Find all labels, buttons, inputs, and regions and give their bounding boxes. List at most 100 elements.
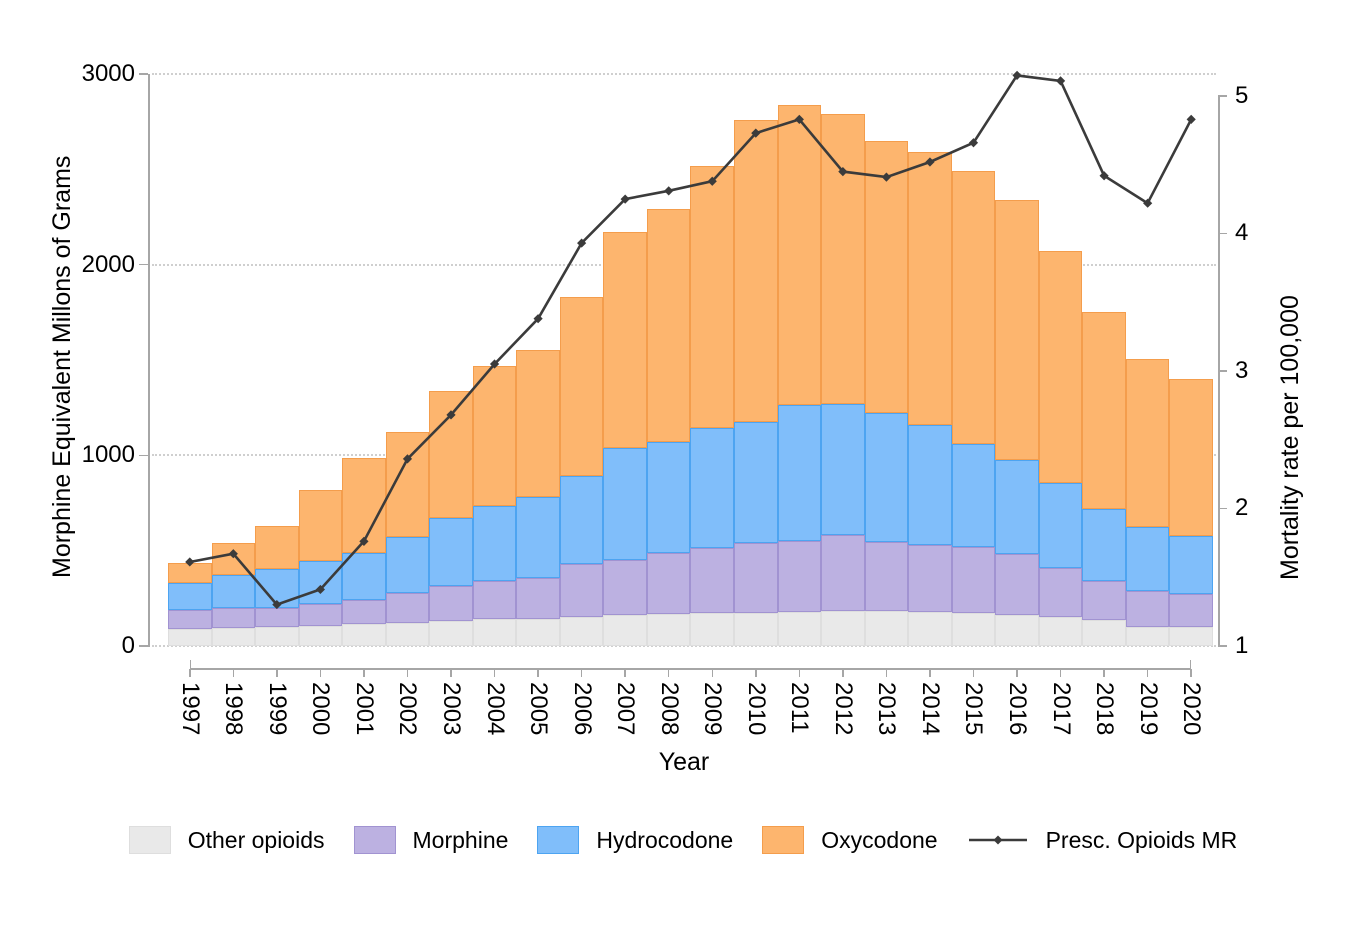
left-axis-tick-2000 xyxy=(139,263,148,266)
x-axis-tick-label-1999: 1999 xyxy=(263,682,291,736)
x-axis-tick-2009 xyxy=(711,669,713,677)
bar-segment-other-opioids-2001 xyxy=(342,624,386,646)
mortality-marker-2015 xyxy=(968,138,979,148)
x-axis-tick-2007 xyxy=(624,669,626,677)
bar-segment-oxycodone-1999 xyxy=(255,525,299,570)
mortality-marker-2009 xyxy=(707,176,717,186)
mortality-line-svg xyxy=(185,70,1196,610)
mortality-marker-2017 xyxy=(1055,76,1066,86)
x-axis-tick-label-2004: 2004 xyxy=(481,682,509,736)
right-axis-tick-label-1: 1 xyxy=(1235,631,1249,659)
legend-item-presc-opioids-mr: Presc. Opioids MR xyxy=(967,827,1237,854)
x-axis-tick-2018 xyxy=(1103,669,1105,677)
left-axis-tick-label-1000: 1000 xyxy=(81,441,135,469)
bar-segment-morphine-2007 xyxy=(603,560,647,615)
legend-item-oxycodone: Oxycodone xyxy=(762,826,938,854)
bar-segment-hydrocodone-1997 xyxy=(168,583,212,610)
bar-segment-other-opioids-2019 xyxy=(1125,626,1170,646)
x-axis-tick-label-2018: 2018 xyxy=(1091,682,1119,736)
x-axis-tick-2003 xyxy=(450,669,452,677)
right-axis-tick-label-2: 2 xyxy=(1235,494,1249,522)
mortality-marker-2004 xyxy=(489,359,500,369)
x-axis-tick-label-2014: 2014 xyxy=(916,682,944,736)
bar-segment-oxycodone-2005 xyxy=(516,350,560,497)
bar-segment-oxycodone-2007 xyxy=(603,232,647,449)
bar-segment-oxycodone-2016 xyxy=(995,199,1039,460)
bar-segment-morphine-2003 xyxy=(429,585,473,621)
bar-segment-other-opioids-2006 xyxy=(559,617,604,646)
bar-segment-morphine-2011 xyxy=(777,540,822,612)
x-axis-tick-2020 xyxy=(1190,669,1192,677)
x-axis-tick-1997 xyxy=(189,669,191,677)
bar-segment-oxycodone-2010 xyxy=(734,119,778,422)
bar-segment-hydrocodone-2001 xyxy=(342,552,386,601)
bar-segment-morphine-2018 xyxy=(1082,580,1126,621)
bar-segment-oxycodone-2011 xyxy=(777,104,822,405)
bar-segment-hydrocodone-2000 xyxy=(298,560,343,605)
x-axis-tick-label-2008: 2008 xyxy=(655,682,683,736)
bar-segment-hydrocodone-2010 xyxy=(734,421,778,544)
x-axis-tick-label-2016: 2016 xyxy=(1004,682,1032,736)
legend-label: Oxycodone xyxy=(821,826,938,853)
mortality-marker-2020 xyxy=(1186,114,1196,124)
x-axis-tick-2017 xyxy=(1059,669,1062,677)
mortality-line xyxy=(189,74,1193,607)
bar-segment-hydrocodone-2011 xyxy=(777,404,822,541)
bar-segment-morphine-2001 xyxy=(342,600,386,625)
x-axis-tick-2002 xyxy=(406,669,409,677)
bar-segment-other-opioids-2004 xyxy=(472,619,517,646)
bar-segment-other-opioids-2014 xyxy=(908,611,952,646)
right-axis-tick-label-4: 4 xyxy=(1235,219,1249,247)
bar-segment-morphine-2020 xyxy=(1169,593,1213,628)
bar-segment-hydrocodone-2002 xyxy=(385,537,430,593)
x-axis-tick-label-2011: 2011 xyxy=(786,682,814,734)
legend-label: Hydrocodone xyxy=(596,826,734,853)
x-axis-tick-label-2020: 2020 xyxy=(1178,682,1206,736)
mortality-marker-2000 xyxy=(315,584,325,595)
left-axis-tick-3000 xyxy=(139,73,148,75)
gridline-3000 xyxy=(152,73,1216,75)
bar-segment-oxycodone-2017 xyxy=(1038,251,1083,484)
bar-segment-other-opioids-2015 xyxy=(951,613,996,646)
left-axis-tick-label-0: 0 xyxy=(121,632,135,659)
bar-segment-oxycodone-2015 xyxy=(951,171,996,444)
left-axis-tick-label-2000: 2000 xyxy=(81,250,135,278)
x-axis-tick-label-2009: 2009 xyxy=(699,682,727,736)
bar-segment-other-opioids-2016 xyxy=(995,614,1039,646)
x-axis-title: Year xyxy=(658,748,710,776)
right-axis-tick-1 xyxy=(1218,645,1227,647)
bar-segment-other-opioids-2018 xyxy=(1082,620,1126,646)
x-axis-tick-2000 xyxy=(319,669,322,677)
bar-segment-other-opioids-2008 xyxy=(646,613,691,646)
bar-segment-other-opioids-2000 xyxy=(298,625,343,646)
x-axis-left-cap xyxy=(189,660,192,669)
bar-segment-hydrocodone-2017 xyxy=(1038,483,1083,568)
bar-segment-hydrocodone-2019 xyxy=(1125,526,1170,591)
bar-segment-hydrocodone-2020 xyxy=(1169,536,1213,594)
bar-segment-oxycodone-2006 xyxy=(559,297,604,476)
bar-segment-morphine-2012 xyxy=(821,534,865,611)
legend-swatch-hydrocodone xyxy=(537,826,580,854)
x-axis-tick-label-2017: 2017 xyxy=(1047,682,1075,736)
x-axis-tick-label-1997: 1997 xyxy=(176,682,204,736)
x-axis-tick-label-2000: 2000 xyxy=(307,682,335,736)
x-axis-tick-2001 xyxy=(363,669,365,677)
bar-segment-other-opioids-2012 xyxy=(821,610,865,646)
bar-segment-hydrocodone-2015 xyxy=(951,443,996,548)
bar-segment-morphine-2017 xyxy=(1038,567,1083,618)
x-axis-tick-2019 xyxy=(1146,669,1149,677)
bar-segment-morphine-2009 xyxy=(690,548,734,614)
bar-segment-morphine-2014 xyxy=(908,544,952,612)
legend-item-other-opioids: Other opioids xyxy=(128,826,325,854)
bar-segment-hydrocodone-2008 xyxy=(646,441,691,553)
bar-segment-oxycodone-2012 xyxy=(821,114,865,404)
bar-segment-other-opioids-2002 xyxy=(385,622,430,646)
bar-segment-oxycodone-2013 xyxy=(864,140,909,414)
bar-segment-other-opioids-1997 xyxy=(168,629,212,646)
left-axis-title: Morphine Equivalent Millons of Grams xyxy=(48,155,76,578)
legend-swatch-oxycodone xyxy=(762,826,805,854)
mortality-marker-2005 xyxy=(533,314,543,324)
x-axis-tick-2015 xyxy=(972,669,975,677)
bar-segment-other-opioids-1998 xyxy=(211,627,256,646)
